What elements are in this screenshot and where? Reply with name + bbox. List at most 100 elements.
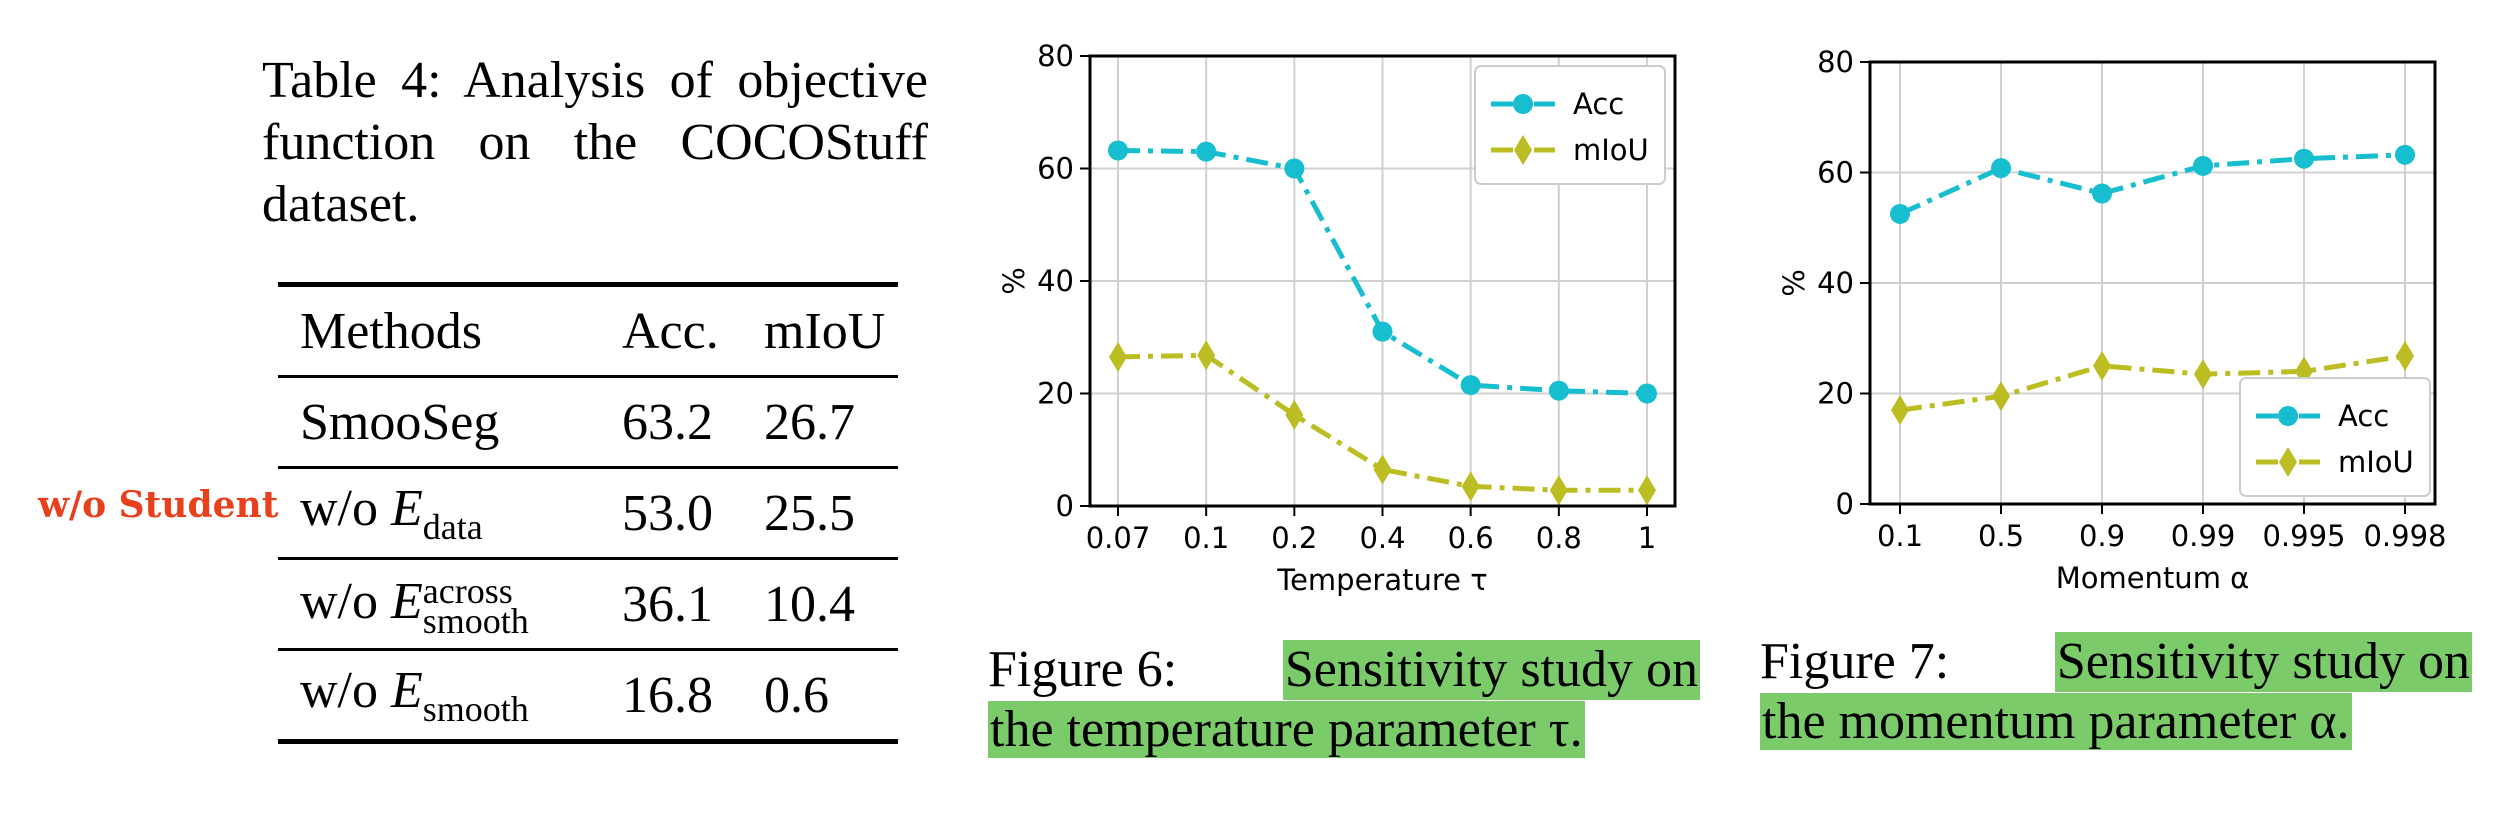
method-cell: SmooSeg xyxy=(278,377,600,468)
x-tick-label: 0.6 xyxy=(1448,521,1494,555)
legend-marker xyxy=(1513,94,1533,114)
acc-cell: 63.2 xyxy=(622,393,713,451)
data-point xyxy=(1638,475,1656,506)
x-tick-label: 0.2 xyxy=(1271,521,1317,555)
energy-subscript: data xyxy=(422,506,483,547)
miou-cell: 26.7 xyxy=(764,393,855,451)
y-tick-label: 40 xyxy=(1817,266,1854,300)
energy-symbol: E xyxy=(391,572,423,630)
legend-label: Acc xyxy=(2338,399,2389,433)
x-tick-label: 0.998 xyxy=(2363,519,2446,553)
results-table: Methods Acc. mIoU SmooSeg 63.2 26.7 w/o … xyxy=(278,282,898,744)
y-tick-label: 20 xyxy=(1817,377,1854,411)
data-point xyxy=(1460,375,1481,396)
figure6-caption-highlight: the temperature parameter τ. xyxy=(988,701,1585,758)
acc-cell: 53.0 xyxy=(622,484,713,542)
x-tick-label: 0.1 xyxy=(1877,519,1923,553)
energy-symbol: E xyxy=(391,479,423,537)
x-tick-label: 1 xyxy=(1638,521,1656,555)
x-tick-label: 0.8 xyxy=(1536,521,1582,555)
student-annotation: w/o Student xyxy=(38,484,279,526)
figure7-caption-prefix: Figure 7: xyxy=(1760,633,1950,690)
y-axis-label: % xyxy=(997,267,1031,295)
figure7-caption-highlight: the momentum parameter α. xyxy=(1760,693,2352,750)
header-miou: mIoU xyxy=(764,302,886,360)
table-row: w/o Esmooth 16.8 0.6 xyxy=(278,649,898,742)
x-tick-label: 0.99 xyxy=(2171,519,2236,553)
legend-marker xyxy=(2279,447,2297,477)
data-point xyxy=(1891,395,1909,426)
x-tick-label: 0.4 xyxy=(1359,521,1405,555)
data-point xyxy=(1197,340,1216,371)
data-point xyxy=(2093,350,2111,381)
legend-label: Acc xyxy=(1573,87,1624,121)
legend: Acc mIoU xyxy=(2239,377,2431,497)
energy-subscript: smooth xyxy=(422,688,529,729)
x-tick-label: 0.1 xyxy=(1183,521,1229,555)
figure6-caption: Figure 6: Sensitivity study on the tempe… xyxy=(988,640,1700,760)
table-caption-line: dataset. xyxy=(262,176,420,233)
data-point xyxy=(2395,144,2415,165)
acc-cell: 36.1 xyxy=(622,575,713,633)
miou-cell: 0.6 xyxy=(764,666,829,724)
legend-label: mIoU xyxy=(1573,133,1649,167)
data-point xyxy=(1992,381,2010,412)
energy-symbol: E xyxy=(391,661,423,719)
x-tick-label: 0.9 xyxy=(2079,519,2125,553)
data-point xyxy=(1991,158,2011,179)
figure6-caption-highlight: Sensitivity study on xyxy=(1282,640,1700,700)
energy-supsub: across smooth xyxy=(422,571,529,639)
x-tick-label: 0.995 xyxy=(2262,519,2345,553)
plot-frame xyxy=(1868,60,2437,506)
table-caption: Table 4: Analysis of objective function … xyxy=(262,50,928,236)
data-point xyxy=(1285,399,1304,430)
y-tick-label: 80 xyxy=(1037,39,1074,73)
y-tick-label: 0 xyxy=(1056,489,1074,523)
data-point xyxy=(2092,183,2112,204)
x-axis-label: Temperature τ xyxy=(1276,563,1487,597)
data-point xyxy=(1461,471,1480,502)
plot-frame xyxy=(1088,54,1677,508)
x-axis-label: Momentum α xyxy=(2056,561,2250,595)
table-row: SmooSeg 63.2 26.7 xyxy=(278,376,898,468)
series-line xyxy=(1899,353,2406,413)
figure7-caption: Figure 7: Sensitivity study on the momen… xyxy=(1760,632,2472,752)
data-point xyxy=(1890,203,1910,224)
data-point xyxy=(2294,148,2314,169)
header-acc: Acc. xyxy=(622,302,719,360)
x-tick-label: 0.07 xyxy=(1086,521,1151,555)
data-point xyxy=(1548,380,1569,401)
table-row: w/o Edata 53.0 25.5 xyxy=(278,467,898,559)
y-tick-label: 60 xyxy=(1037,152,1074,186)
y-tick-label: 20 xyxy=(1037,377,1074,411)
table-caption-line: Table 4: Analysis of objective xyxy=(262,52,928,109)
data-point xyxy=(1373,454,1392,485)
figure6-chart: 0.07 0.1 0.2 0.4 0.6 0.8 1 0 20 40 60 80 Temperature… xyxy=(997,39,1677,597)
data-point xyxy=(2193,155,2213,176)
figure7-caption-highlight: Sensitivity study on xyxy=(2054,632,2472,692)
data-point xyxy=(1372,321,1393,342)
legend: Acc mIoU xyxy=(1474,65,1666,185)
data-point xyxy=(1108,140,1128,161)
y-tick-label: 40 xyxy=(1037,264,1074,298)
method-name: SmooSeg xyxy=(300,393,500,451)
method-cell: w/o Edata xyxy=(278,468,600,559)
legend-marker xyxy=(2278,406,2298,426)
table-caption-line: function on the COCOStuff xyxy=(262,114,928,171)
data-point xyxy=(1549,475,1568,506)
legend-label: mIoU xyxy=(2338,445,2414,479)
data-point xyxy=(2194,359,2212,390)
y-tick-label: 80 xyxy=(1817,45,1854,79)
figure6-caption-prefix: Figure 6: xyxy=(988,641,1178,698)
method-prefix: w/o xyxy=(300,479,391,537)
series-line xyxy=(1898,152,2406,217)
y-tick-label: 0 xyxy=(1836,487,1854,521)
method-prefix: w/o xyxy=(300,572,391,630)
header-methods: Methods xyxy=(300,302,482,360)
y-tick-label: 60 xyxy=(1817,156,1854,190)
method-cell: w/o Esmooth xyxy=(278,650,600,742)
data-point xyxy=(2396,340,2414,371)
x-tick-label: 0.5 xyxy=(1978,519,2024,553)
energy-superscript: across xyxy=(422,571,513,612)
